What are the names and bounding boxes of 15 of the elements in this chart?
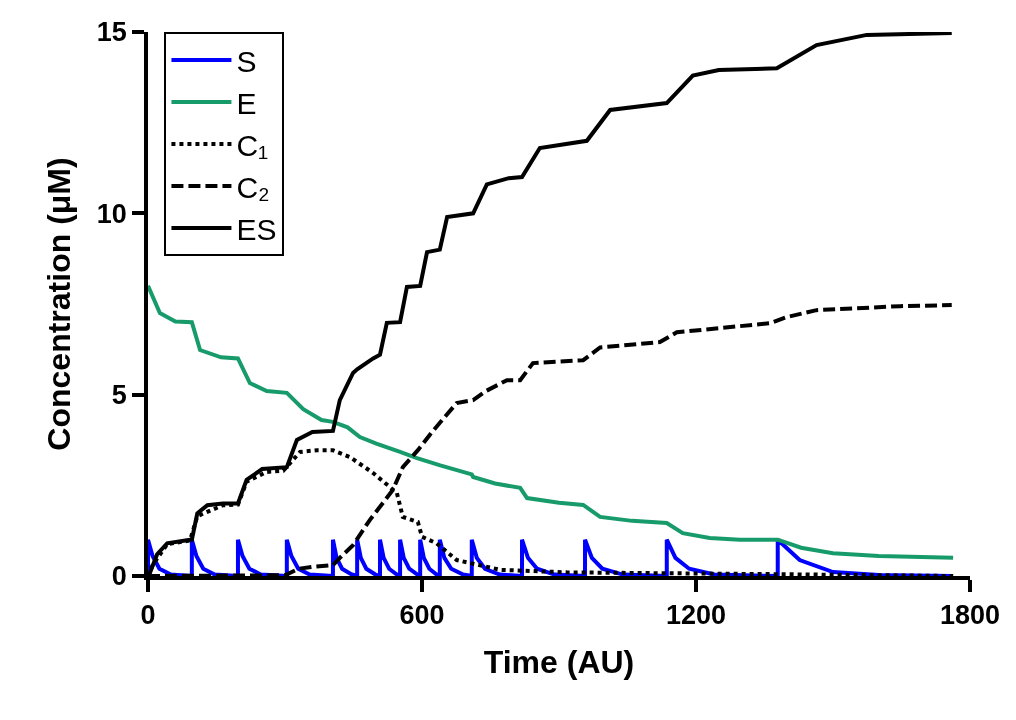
legend-label: C₂ <box>236 170 270 204</box>
x-axis-title: Time (AU) <box>483 643 635 680</box>
y-axis-title: Concentration (μM) <box>40 157 77 451</box>
y-tick-label: 15 <box>96 17 127 48</box>
y-tick-label: 10 <box>96 198 127 229</box>
y-tick-label: 0 <box>111 561 127 592</box>
x-tick-label: 600 <box>399 600 445 631</box>
x-tick-label: 1200 <box>665 600 727 631</box>
x-tick-label: 0 <box>140 600 156 631</box>
legend-label: E <box>236 86 257 120</box>
legend-label: C₁ <box>236 128 269 162</box>
y-tick-label: 5 <box>111 380 127 411</box>
legend-label: ES <box>236 212 277 246</box>
x-tick-label: 1800 <box>939 600 1001 631</box>
legend-label: S <box>236 44 257 78</box>
